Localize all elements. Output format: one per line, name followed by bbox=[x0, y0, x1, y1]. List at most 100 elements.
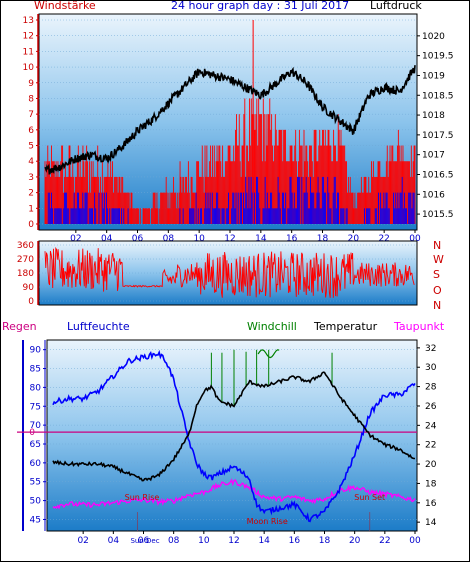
bottom-x-tick-label: 00 bbox=[409, 536, 421, 546]
bottom-x-tick-label: 02 bbox=[77, 536, 88, 546]
bottom-x-tick-label: 06 bbox=[138, 536, 150, 546]
wind-x-tick-label: 02 bbox=[70, 234, 81, 244]
humidity-y-tick-label: 85 bbox=[30, 365, 41, 375]
wind-y-tick-label: 4 bbox=[28, 157, 34, 167]
bottom-x-tick-label: 16 bbox=[289, 536, 301, 546]
windchill-series-line bbox=[257, 349, 280, 359]
direction-y-tick-label: 270 bbox=[17, 255, 34, 265]
header-windstaerke-label: Windstärke bbox=[34, 0, 96, 12]
humidity-series-line bbox=[52, 349, 416, 523]
wind-y-tick-label: 8 bbox=[28, 94, 34, 104]
page-title: 24 hour graph day : 31 Juli 2017 bbox=[171, 0, 350, 12]
direction-y-tick-label: 90 bbox=[23, 283, 35, 293]
bottom-x-tick-label: 20 bbox=[349, 536, 361, 546]
wind-y-tick-label: 5 bbox=[28, 142, 34, 152]
wind-y-tick-label: 12 bbox=[23, 32, 34, 42]
wind-x-tick-label: 10 bbox=[193, 234, 205, 244]
wind-y-tick-label: 2 bbox=[28, 189, 34, 199]
pressure-y-tick-label: 1017 bbox=[422, 151, 445, 161]
pressure-y-tick-label: 1015.5 bbox=[422, 210, 454, 220]
wind-x-tick-label: 14 bbox=[255, 234, 267, 244]
compass-s: S bbox=[433, 268, 440, 281]
wind-x-tick-label: 08 bbox=[163, 234, 175, 244]
pressure-y-tick-label: 1018 bbox=[422, 111, 445, 121]
wind-x-tick-label: 16 bbox=[286, 234, 298, 244]
compass-w: W bbox=[433, 253, 444, 266]
wind-y-tick-label: 0 bbox=[28, 220, 34, 230]
bottom-x-tick-label: 04 bbox=[108, 536, 120, 546]
bottom-x-tick-label: 14 bbox=[258, 536, 270, 546]
wind-y-tick-label: 6 bbox=[28, 126, 34, 136]
temp-y-tick-label: 26 bbox=[425, 402, 437, 412]
wind-y-tick-label: 7 bbox=[28, 110, 34, 120]
humidity-y-tick-label: 45 bbox=[30, 515, 41, 525]
bottom-x-tick-label: 12 bbox=[228, 536, 239, 546]
legend-windchill: Windchill bbox=[247, 320, 297, 333]
temp-y-tick-label: 18 bbox=[425, 479, 437, 489]
temp-y-tick-label: 32 bbox=[425, 344, 436, 354]
pressure-y-tick-label: 1016.5 bbox=[422, 170, 454, 180]
pressure-y-tick-label: 1018.5 bbox=[422, 91, 454, 101]
direction-y-tick-label: 180 bbox=[17, 269, 34, 279]
wind-x-tick-label: 12 bbox=[224, 234, 235, 244]
humidity-y-tick-label: 80 bbox=[30, 383, 42, 393]
bottom-x-tick-label: 08 bbox=[168, 536, 180, 546]
pressure-y-tick-label: 1019 bbox=[422, 71, 445, 81]
bottom-x-tick-label: 10 bbox=[198, 536, 210, 546]
pressure-series-line bbox=[44, 65, 416, 175]
humidity-y-tick-label: 60 bbox=[30, 459, 42, 469]
legend-luftfeuchte: Luftfeuchte bbox=[67, 320, 130, 333]
header-luftdruck-label: Luftdruck bbox=[370, 0, 422, 12]
sun-dec-label: Sun Dec bbox=[130, 537, 159, 545]
temp-y-tick-label: 14 bbox=[425, 518, 437, 528]
wind-y-tick-label: 11 bbox=[23, 47, 34, 57]
temperature-series-line bbox=[52, 371, 415, 482]
wind-x-tick-label: 06 bbox=[132, 234, 144, 244]
pressure-y-tick-label: 1017.5 bbox=[422, 131, 454, 141]
temp-y-tick-label: 22 bbox=[425, 441, 436, 451]
temp-y-tick-label: 30 bbox=[425, 363, 437, 373]
direction-y-tick-label: 0 bbox=[28, 297, 34, 307]
wind-y-tick-label: 13 bbox=[23, 16, 34, 26]
bottom-x-tick-label: 18 bbox=[319, 536, 331, 546]
legend-taupunkt: Taupunkt bbox=[394, 320, 445, 333]
wind-direction-series-line bbox=[44, 246, 415, 298]
legend-regen: Regen bbox=[2, 320, 37, 333]
temp-humidity-plot-area bbox=[46, 339, 418, 532]
bottom-x-tick-label: 22 bbox=[379, 536, 390, 546]
compass-n-top: N bbox=[433, 239, 442, 252]
sun-rise-label: Sun Rise bbox=[125, 493, 160, 502]
wind-x-tick-label: 22 bbox=[378, 234, 389, 244]
wind-x-tick-label: 20 bbox=[348, 234, 360, 244]
temp-y-tick-label: 16 bbox=[425, 499, 437, 509]
compass-n-bottom: N bbox=[433, 299, 442, 312]
sun-set-label: Sun Set bbox=[354, 493, 385, 502]
pressure-y-tick-label: 1020 bbox=[422, 32, 445, 42]
temp-y-tick-label: 28 bbox=[425, 383, 437, 393]
wind-y-tick-label: 10 bbox=[23, 63, 35, 73]
compass-o: O bbox=[433, 284, 442, 297]
humidity-y-tick-label: 70 bbox=[30, 421, 42, 431]
direction-y-tick-label: 360 bbox=[17, 241, 34, 251]
pressure-y-tick-label: 1019.5 bbox=[422, 52, 454, 62]
wind-x-tick-label: 04 bbox=[101, 234, 113, 244]
rain-zero-label: 0 bbox=[29, 428, 35, 438]
wind-x-tick-label: 18 bbox=[317, 234, 329, 244]
humidity-y-tick-label: 55 bbox=[30, 478, 41, 488]
temp-y-tick-label: 24 bbox=[425, 421, 437, 431]
legend-temperatur: Temperatur bbox=[314, 320, 378, 333]
pressure-y-tick-label: 1016 bbox=[422, 190, 445, 200]
humidity-y-tick-label: 75 bbox=[30, 402, 41, 412]
moon-rise-label: Moon Rise bbox=[247, 517, 288, 526]
wind-speed-series bbox=[44, 98, 416, 224]
humidity-y-tick-label: 90 bbox=[30, 346, 42, 356]
humidity-y-tick-label: 50 bbox=[30, 497, 42, 507]
wind-y-tick-label: 3 bbox=[28, 173, 34, 183]
wind-y-tick-label: 9 bbox=[28, 79, 34, 89]
wind-y-tick-label: 1 bbox=[28, 204, 34, 214]
temp-y-tick-label: 20 bbox=[425, 460, 437, 470]
humidity-y-tick-label: 65 bbox=[30, 440, 41, 450]
wind-x-tick-label: 00 bbox=[409, 234, 421, 244]
